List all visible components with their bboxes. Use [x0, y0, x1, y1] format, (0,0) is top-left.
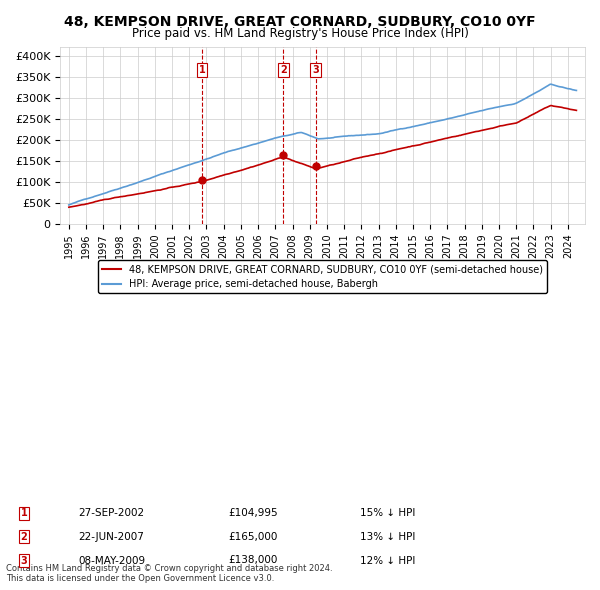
Text: £104,995: £104,995	[228, 509, 278, 518]
Text: 48, KEMPSON DRIVE, GREAT CORNARD, SUDBURY, CO10 0YF: 48, KEMPSON DRIVE, GREAT CORNARD, SUDBUR…	[64, 15, 536, 29]
Legend: 48, KEMPSON DRIVE, GREAT CORNARD, SUDBURY, CO10 0YF (semi-detached house), HPI: : 48, KEMPSON DRIVE, GREAT CORNARD, SUDBUR…	[98, 260, 547, 293]
Text: 13% ↓ HPI: 13% ↓ HPI	[360, 532, 415, 542]
Text: 22-JUN-2007: 22-JUN-2007	[78, 532, 144, 542]
Text: 1: 1	[199, 65, 205, 76]
Text: 15% ↓ HPI: 15% ↓ HPI	[360, 509, 415, 518]
Text: 3: 3	[20, 556, 28, 565]
Text: 1: 1	[20, 509, 28, 518]
Text: Price paid vs. HM Land Registry's House Price Index (HPI): Price paid vs. HM Land Registry's House …	[131, 27, 469, 40]
Text: £138,000: £138,000	[228, 556, 277, 565]
Text: 2: 2	[280, 65, 287, 76]
Text: Contains HM Land Registry data © Crown copyright and database right 2024.
This d: Contains HM Land Registry data © Crown c…	[6, 563, 332, 583]
Text: 27-SEP-2002: 27-SEP-2002	[78, 509, 144, 518]
Text: 2: 2	[20, 532, 28, 542]
Text: 12% ↓ HPI: 12% ↓ HPI	[360, 556, 415, 565]
Text: 08-MAY-2009: 08-MAY-2009	[78, 556, 145, 565]
Text: 3: 3	[313, 65, 319, 76]
Text: £165,000: £165,000	[228, 532, 277, 542]
